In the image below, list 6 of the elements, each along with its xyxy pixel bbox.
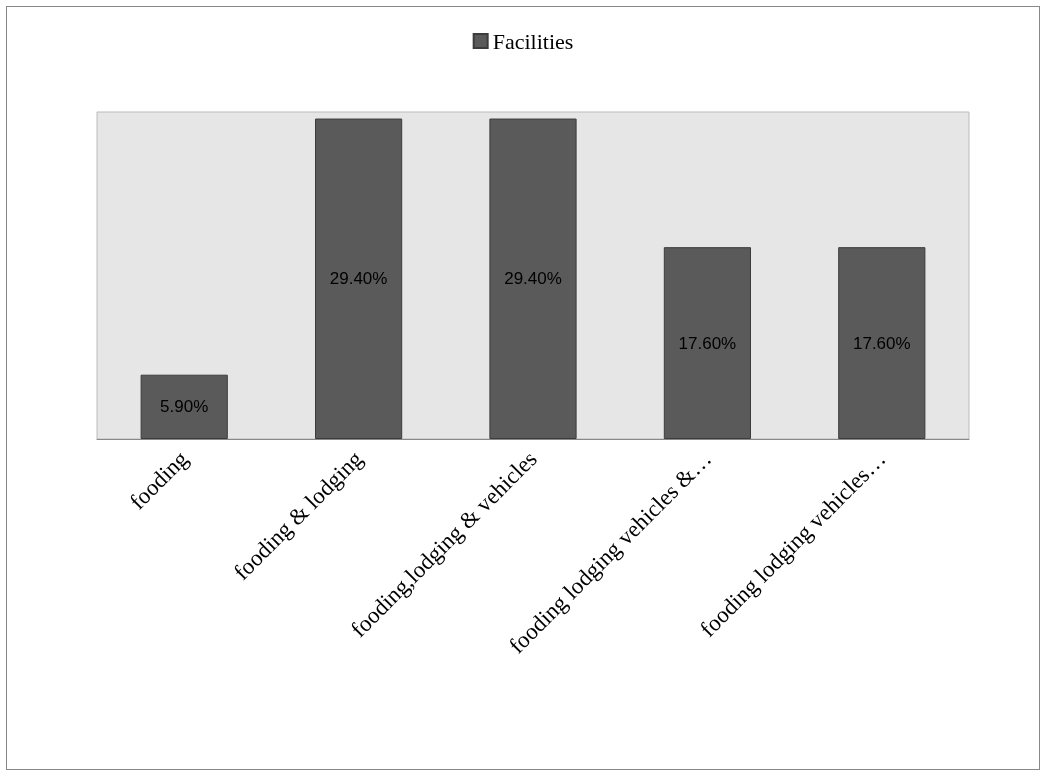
data-label: 17.60% (852, 333, 911, 353)
legend-label: Facilities (492, 28, 574, 54)
data-label: 29.40% (329, 269, 388, 289)
data-label: 5.90% (160, 397, 209, 417)
data-label: 29.40% (504, 269, 562, 289)
data-label: 17.60% (678, 333, 737, 353)
